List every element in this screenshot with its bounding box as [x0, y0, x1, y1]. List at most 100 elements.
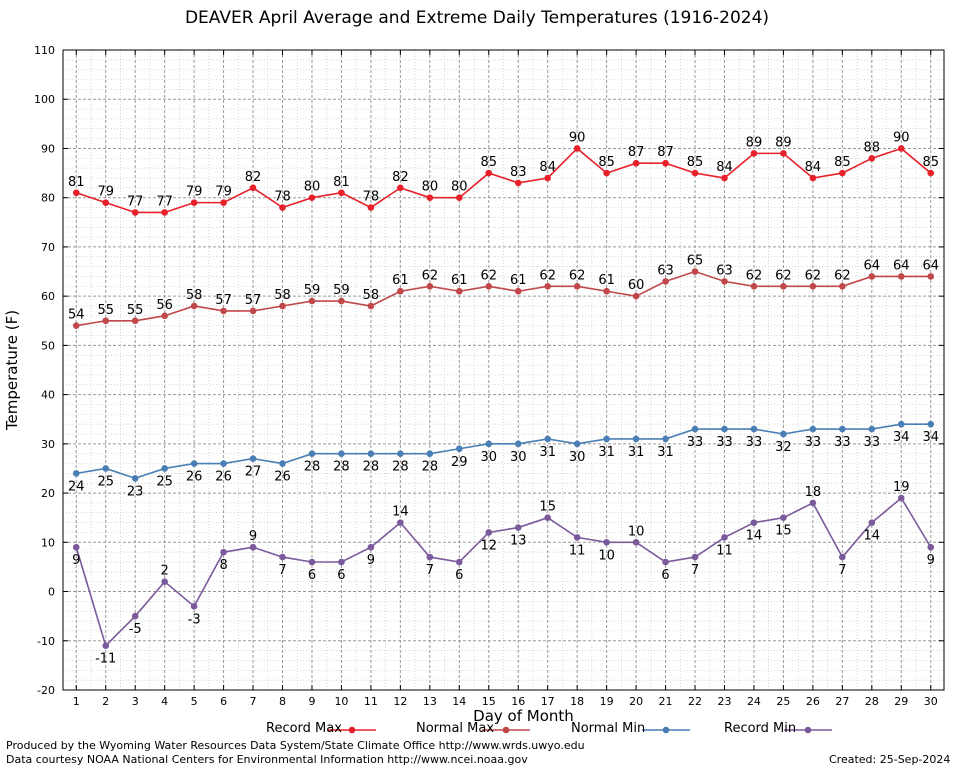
- data-label: 62: [422, 268, 439, 283]
- footer-produced-by: Produced by the Wyoming Water Resources …: [6, 739, 585, 752]
- x-axis-label: Day of Month: [473, 707, 574, 725]
- data-label: 33: [687, 435, 704, 450]
- y-tick-label: -20: [37, 684, 55, 697]
- data-point: [72, 543, 80, 551]
- data-label: 7: [426, 563, 434, 578]
- data-point: [190, 302, 198, 310]
- data-point: [456, 287, 463, 295]
- data-point: [544, 283, 551, 290]
- data-point: [750, 150, 758, 157]
- data-label: 6: [661, 568, 669, 583]
- data-label: 85: [834, 155, 851, 170]
- data-point: [397, 450, 404, 457]
- y-tick-label: 80: [41, 192, 55, 205]
- data-point: [573, 440, 581, 448]
- data-label: 61: [598, 273, 615, 288]
- data-label: 34: [922, 430, 939, 445]
- data-point: [780, 430, 787, 438]
- data-point: [603, 169, 610, 177]
- data-label: 61: [510, 273, 527, 288]
- x-tick-label: 3: [132, 695, 139, 708]
- data-label: 57: [215, 293, 232, 308]
- data-point: [632, 292, 640, 300]
- data-label: 55: [97, 303, 114, 318]
- y-tick-label: 90: [41, 142, 55, 155]
- data-point: [868, 273, 876, 280]
- data-point: [367, 204, 375, 211]
- y-tick-label: 60: [41, 290, 55, 303]
- data-point: [632, 435, 640, 443]
- data-point: [927, 543, 935, 551]
- data-label: 29: [451, 455, 468, 470]
- data-point: [279, 460, 286, 467]
- data-point: [603, 539, 610, 546]
- data-label: 82: [392, 170, 409, 185]
- y-tick-label: 110: [34, 44, 55, 57]
- data-label: 30: [510, 450, 527, 465]
- data-label: 78: [274, 190, 291, 205]
- y-tick-label: 50: [41, 339, 55, 352]
- footer-created-date: Created: 25-Sep-2024: [829, 753, 951, 766]
- data-point: [131, 317, 139, 325]
- data-point: [691, 425, 699, 433]
- legend-marker: [348, 726, 356, 734]
- legend-swatch-record-min: [784, 726, 832, 734]
- data-point: [485, 440, 493, 448]
- x-tick-label: 25: [776, 695, 790, 708]
- x-tick-label: 12: [393, 695, 407, 708]
- data-label: 33: [746, 435, 763, 450]
- data-point: [367, 543, 375, 551]
- data-point: [485, 283, 493, 290]
- data-label: 58: [363, 288, 380, 303]
- x-tick-label: 5: [191, 695, 198, 708]
- x-tick-label: 1: [73, 695, 80, 708]
- data-point: [308, 297, 316, 305]
- data-label: 82: [245, 170, 262, 185]
- data-label: -5: [129, 622, 142, 637]
- x-tick-label: 4: [161, 695, 168, 708]
- x-tick-label: 10: [334, 695, 348, 708]
- data-label: 62: [805, 268, 822, 283]
- data-point: [662, 278, 669, 285]
- data-label: 85: [480, 155, 497, 170]
- data-label: 65: [687, 254, 704, 269]
- data-point: [662, 558, 669, 566]
- data-label: 60: [628, 278, 645, 293]
- data-label: 30: [480, 450, 497, 465]
- data-label: 85: [922, 155, 939, 170]
- x-tick-label: 8: [279, 695, 286, 708]
- data-point: [691, 169, 699, 177]
- data-point: [367, 302, 375, 310]
- data-label: 80: [422, 180, 439, 195]
- x-tick-label: 30: [924, 695, 938, 708]
- x-tick-label: 17: [541, 695, 555, 708]
- data-label: 61: [392, 273, 409, 288]
- x-tick-label: 7: [250, 695, 257, 708]
- data-label: 9: [927, 553, 935, 568]
- data-point: [72, 470, 80, 477]
- x-tick-label: 29: [894, 695, 908, 708]
- data-point: [485, 529, 493, 536]
- data-point: [426, 450, 434, 457]
- data-point: [780, 514, 787, 521]
- data-label: 14: [746, 529, 763, 544]
- data-label: 34: [893, 430, 910, 445]
- legend-marker: [662, 726, 670, 734]
- data-point: [249, 184, 257, 192]
- data-point: [102, 199, 110, 206]
- x-tick-label: 24: [747, 695, 761, 708]
- y-tick-label: 10: [41, 536, 55, 549]
- data-point: [927, 273, 935, 280]
- data-label: 59: [333, 283, 350, 298]
- chart-title: DEAVER April Average and Extreme Daily T…: [184, 8, 770, 28]
- data-label: 84: [539, 160, 556, 175]
- data-point: [456, 445, 463, 453]
- x-tick-label: 11: [364, 695, 378, 708]
- data-label: 78: [363, 190, 380, 205]
- data-point: [603, 287, 610, 295]
- data-point: [573, 145, 581, 152]
- series-line: [76, 270, 931, 327]
- data-point: [131, 612, 139, 620]
- data-point: [279, 204, 286, 211]
- data-label: 62: [569, 268, 586, 283]
